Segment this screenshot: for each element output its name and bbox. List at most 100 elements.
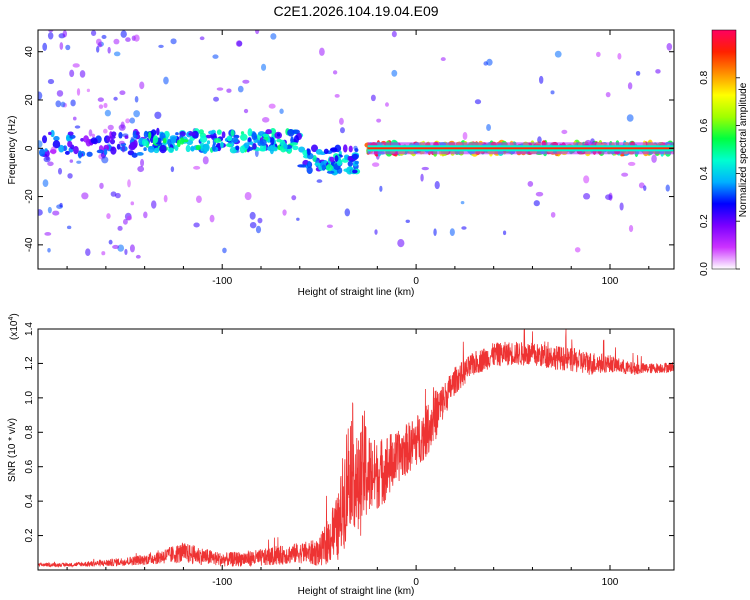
heatmap-cell [193, 222, 200, 228]
heatmap-cell [276, 133, 281, 137]
heatmap-cell [47, 79, 55, 85]
heatmap-cell [326, 224, 333, 229]
heatmap-cell [85, 248, 91, 256]
heatmap-cell [226, 88, 232, 93]
heatmap-cell [179, 137, 185, 145]
heatmap-cell [330, 148, 338, 152]
heatmap-cell [139, 81, 145, 90]
heatmap-cell [321, 164, 326, 171]
heatmap-cell [251, 132, 258, 141]
heatmap-cell [533, 200, 540, 207]
heatmap-cell [116, 143, 121, 150]
colorbar-label: Normalized spectral amplitude [738, 82, 749, 217]
heatmap-cell [174, 144, 179, 151]
heatmap-cell [293, 135, 299, 144]
x-tick-label: 100 [602, 577, 619, 588]
heatmap-cell [537, 136, 542, 144]
heatmap-cell [114, 192, 121, 199]
heatmap-cell [127, 179, 131, 188]
heatmap-cell [371, 162, 380, 167]
heatmap-cell [150, 129, 157, 136]
heatmap-cell [90, 30, 97, 37]
heatmap-cell [65, 44, 71, 51]
spectrogram-frame [37, 29, 675, 270]
heatmap-cell [156, 127, 160, 136]
heatmap-cell [231, 137, 239, 143]
heatmap-cell [44, 232, 52, 236]
heatmap-cell [175, 132, 179, 136]
heatmap-cell [167, 147, 175, 153]
heatmap-cell [48, 131, 52, 136]
heatmap-cell [370, 94, 376, 102]
heatmap-cell [59, 42, 64, 50]
heatmap-cell [307, 161, 312, 169]
heatmap-cell [554, 50, 562, 58]
heatmap-cell [550, 90, 555, 95]
heatmap-cell [143, 147, 147, 152]
heatmap-cell [167, 138, 172, 146]
heatmap-cell [216, 87, 224, 91]
heatmap-cell [334, 155, 339, 163]
heatmap-cell [269, 128, 277, 135]
heatmap-cell [38, 209, 43, 216]
heatmap-cell [226, 135, 232, 142]
heatmap-cell [268, 103, 276, 109]
heatmap-cell [257, 217, 263, 224]
heatmap-cell [283, 143, 288, 150]
heatmap-cell [86, 88, 91, 93]
heatmap-cell [103, 102, 108, 108]
heatmap-cell [88, 129, 93, 137]
heatmap-cell [434, 181, 440, 190]
heatmap-cell [617, 53, 622, 60]
snr-series-line [38, 329, 674, 569]
heatmap-cell [198, 129, 204, 135]
heatmap-cell [323, 160, 328, 164]
heatmap-cell [222, 247, 227, 254]
x-tick-label: -100 [212, 577, 232, 588]
heatmap-cell [282, 209, 287, 216]
heatmap-cell [574, 247, 581, 253]
heatmap-cell [50, 146, 57, 155]
heatmap-cell [252, 142, 257, 150]
heatmap-cell [440, 57, 446, 62]
heatmap-cell [148, 131, 152, 139]
heatmap-cell [635, 70, 641, 76]
heatmap-cell [134, 95, 139, 103]
heatmap-cell [52, 210, 60, 216]
heatmap-cell [176, 139, 181, 148]
heatmap-cell [290, 142, 299, 146]
heatmap-cell [385, 102, 389, 107]
heatmap-cell [159, 144, 167, 154]
heatmap-cell [110, 146, 117, 155]
heatmap-cell [325, 164, 333, 172]
y-tick-label: 1.4 [24, 322, 35, 336]
heatmap-cell [626, 114, 634, 122]
heatmap-cell [344, 208, 351, 217]
heatmap-cell [354, 148, 359, 152]
heatmap-cell [339, 117, 344, 125]
heatmap-cell [249, 221, 257, 229]
y-tick-label: 1.2 [24, 356, 35, 370]
heatmap-cell [125, 37, 131, 42]
heatmap-cell [101, 34, 107, 40]
heatmap-cell [433, 228, 437, 237]
heatmap-cell [220, 141, 224, 149]
heatmap-cell [39, 148, 46, 157]
spectrogram-y-label: Frequency (Hz) [7, 116, 18, 185]
heatmap-cell [60, 101, 66, 108]
heatmap-cell [344, 156, 348, 160]
heatmap-cell [117, 225, 123, 231]
heatmap-cell [47, 32, 54, 40]
heatmap-cell [236, 40, 243, 47]
heatmap-cell [112, 244, 120, 250]
heatmap-cell [38, 140, 43, 148]
x-tick-label: 100 [602, 276, 619, 287]
heatmap-cell [279, 108, 284, 114]
heatmap-cell [627, 82, 633, 90]
heatmap-cell [209, 214, 215, 223]
y-tick-label: 1.0 [24, 390, 35, 404]
heatmap-cell [619, 202, 624, 211]
heatmap-cell [270, 136, 275, 146]
heatmap-cell [67, 131, 74, 136]
